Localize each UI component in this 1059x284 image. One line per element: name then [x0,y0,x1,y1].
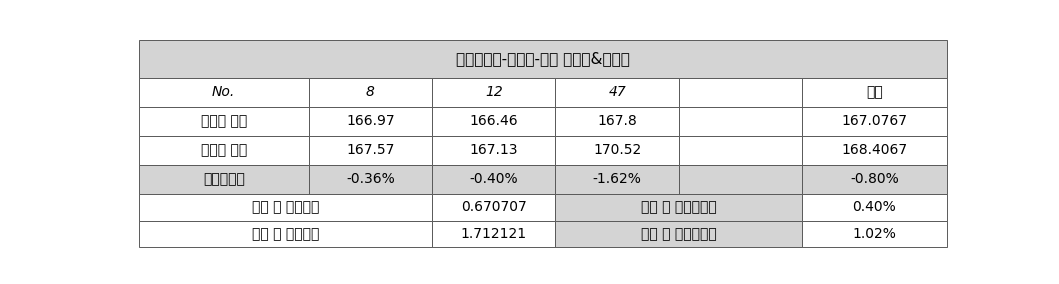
Text: 1.02%: 1.02% [852,227,896,241]
Text: 네페스단품-신뢰성-저항 변화율&균일도: 네페스단품-신뢰성-저항 변화율&균일도 [455,51,630,66]
Bar [556,221,803,247]
Text: 167.0767: 167.0767 [842,114,908,128]
Bar [432,107,556,136]
Bar [803,194,947,221]
Bar [139,221,432,247]
Bar [308,78,432,107]
Bar [679,78,803,107]
Text: No.: No. [212,85,235,99]
Text: 47: 47 [608,85,626,99]
Text: 0.670707: 0.670707 [461,200,526,214]
Bar [803,221,947,247]
Bar [432,165,556,194]
Bar [308,165,432,194]
Bar [308,136,432,165]
Bar [679,165,803,194]
Text: 저항변화율: 저항변화율 [202,172,245,186]
Text: 시험 전 표준편차: 시험 전 표준편차 [252,200,319,214]
Bar [556,194,803,221]
Text: 167.57: 167.57 [346,143,394,157]
Text: 166.46: 166.46 [469,114,518,128]
Bar [556,165,679,194]
Text: 시험후 저항: 시험후 저항 [200,143,247,157]
Text: 시험 후 표준편차: 시험 후 표준편차 [252,227,319,241]
Text: 12: 12 [485,85,503,99]
Text: -0.36%: -0.36% [346,172,395,186]
Bar [139,107,308,136]
Text: 166.97: 166.97 [346,114,395,128]
Text: 시험 전 저항균일도: 시험 전 저항균일도 [641,200,717,214]
Text: -0.40%: -0.40% [469,172,518,186]
Bar [139,165,308,194]
Text: 1.712121: 1.712121 [461,227,526,241]
Text: 170.52: 170.52 [593,143,642,157]
Bar [556,136,679,165]
Text: 평균: 평균 [866,85,883,99]
Text: 8: 8 [365,85,375,99]
Bar [679,107,803,136]
Bar [803,136,947,165]
Bar [139,39,947,78]
Bar [679,136,803,165]
Bar [803,165,947,194]
Text: 시험 후 저항균일도: 시험 후 저항균일도 [641,227,717,241]
Bar [308,107,432,136]
Text: 시험전 저항: 시험전 저항 [200,114,247,128]
Bar [139,78,308,107]
Bar [432,194,556,221]
Bar [432,136,556,165]
Text: 167.8: 167.8 [597,114,638,128]
Text: 167.13: 167.13 [469,143,518,157]
Bar [139,194,432,221]
Bar [803,78,947,107]
Bar [556,107,679,136]
Bar [803,107,947,136]
Bar [432,78,556,107]
Bar [139,136,308,165]
Text: 168.4067: 168.4067 [842,143,908,157]
Bar [432,221,556,247]
Bar [556,78,679,107]
Text: -0.80%: -0.80% [850,172,899,186]
Text: 0.40%: 0.40% [852,200,896,214]
Text: -1.62%: -1.62% [593,172,642,186]
